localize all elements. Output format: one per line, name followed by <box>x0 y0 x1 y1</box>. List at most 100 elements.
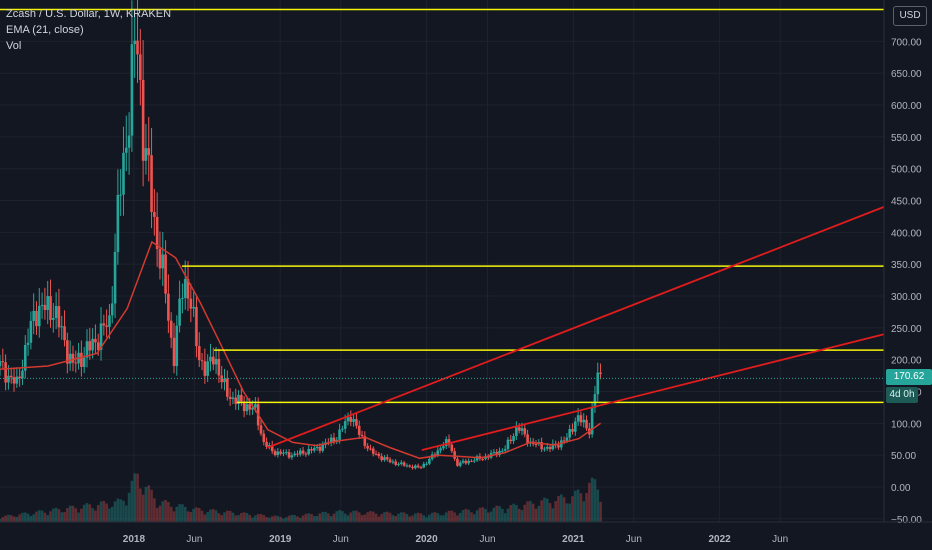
candle-body <box>63 326 66 341</box>
volume-bar <box>301 515 305 522</box>
candle-body <box>15 376 19 384</box>
volume-bar <box>237 515 240 522</box>
volume-bar <box>346 515 350 522</box>
volume-bar <box>554 501 557 522</box>
volume-bar <box>568 503 571 522</box>
candle-body <box>506 439 510 450</box>
time-tick-label: 2021 <box>562 534 585 545</box>
price-tick-label: 50.00 <box>891 451 916 462</box>
candle-body <box>105 325 108 327</box>
volume-bar <box>579 493 583 522</box>
candle-body <box>116 194 120 252</box>
volume-bar <box>211 508 215 522</box>
candle-body <box>167 293 170 321</box>
candle-body <box>57 306 61 328</box>
time-tick-label: Jun <box>772 534 788 545</box>
candle-body <box>548 446 552 450</box>
volume-bar <box>517 508 521 522</box>
volume-bar <box>422 515 426 522</box>
candle-body <box>422 463 426 468</box>
volume-bar <box>360 515 364 522</box>
volume-bar <box>397 513 400 522</box>
candle-body <box>254 404 257 408</box>
candle-body <box>428 458 431 464</box>
volume-bar <box>590 477 594 522</box>
candle-body <box>377 453 381 457</box>
candle-body <box>464 460 468 464</box>
candle-body <box>259 425 263 434</box>
price-tick-label: 550.00 <box>891 133 922 144</box>
candle-body <box>343 421 347 429</box>
volume-legend[interactable]: Vol <box>6 40 22 52</box>
candle-body <box>35 310 38 327</box>
price-tick-label: 250.00 <box>891 324 922 335</box>
volume-bar <box>355 510 358 522</box>
currency-button[interactable]: USD <box>893 6 927 26</box>
volume-bar <box>248 514 252 522</box>
candle-body <box>268 444 271 447</box>
candle-body <box>231 397 235 399</box>
candle-body <box>217 358 221 376</box>
trend-lines[interactable] <box>267 206 885 451</box>
candle-body <box>545 446 549 449</box>
volume-bar <box>150 489 153 522</box>
last-price-label: 170.62 <box>886 369 932 385</box>
volume-bar <box>408 516 412 522</box>
candle-body <box>321 444 325 451</box>
candle-body <box>139 54 142 80</box>
candle-body <box>296 453 299 455</box>
ema-legend[interactable]: EMA (21, close) <box>6 24 84 36</box>
candle-body <box>37 305 41 327</box>
volume-bar <box>91 508 94 522</box>
symbol-title[interactable]: Zcash / U.S. Dollar, 1W, KRAKEN <box>6 8 172 20</box>
volume-bar <box>234 515 238 522</box>
volume-bar <box>582 501 586 522</box>
volume-bar <box>439 515 442 522</box>
volume-bar <box>545 498 549 522</box>
candle-body <box>124 147 128 153</box>
candle-body <box>515 427 518 437</box>
time-tick-label: 2020 <box>415 534 438 545</box>
volume-bar <box>352 510 355 522</box>
volume-bar <box>197 508 201 522</box>
volume-bar <box>259 513 263 522</box>
volume-bar <box>167 502 170 522</box>
volume-bar <box>596 489 600 522</box>
candle-body <box>444 439 448 447</box>
candle-body <box>26 342 30 346</box>
candle-body <box>534 444 538 446</box>
volume-bar <box>366 512 369 522</box>
candle-body <box>96 342 100 351</box>
candle-body <box>557 445 560 448</box>
horizontal-levels[interactable] <box>0 8 884 404</box>
candle-body <box>599 372 602 375</box>
volume-bar <box>136 473 139 522</box>
volume-bar <box>425 517 428 522</box>
volume-bar <box>290 514 294 522</box>
volume-bar <box>231 512 235 522</box>
volume-bar <box>593 479 597 522</box>
volume-bar <box>108 508 111 522</box>
volume-bar <box>279 517 282 522</box>
candle-body <box>517 427 521 431</box>
candle-body <box>82 357 86 367</box>
candle-body <box>408 465 412 467</box>
candle-body <box>301 450 305 454</box>
candle-body <box>456 458 459 466</box>
volume-bar <box>428 514 431 522</box>
volume-bar <box>178 504 181 522</box>
candle-body <box>315 446 319 449</box>
volume-bar <box>492 507 496 522</box>
candle-body <box>442 446 445 449</box>
candle-body <box>164 254 167 294</box>
candle-body <box>329 437 333 444</box>
candle-body <box>12 377 16 384</box>
time-scale[interactable]: 2018 Jun 2019 Jun 2020 Jun 2021 Jun 2022 Jun <box>123 534 788 545</box>
price-tick-label: 700.00 <box>891 37 922 48</box>
volume-bar <box>565 503 569 522</box>
candle-body <box>355 419 358 426</box>
candle-body <box>450 444 454 452</box>
volume-bar <box>96 505 100 522</box>
candle-body <box>130 44 134 136</box>
